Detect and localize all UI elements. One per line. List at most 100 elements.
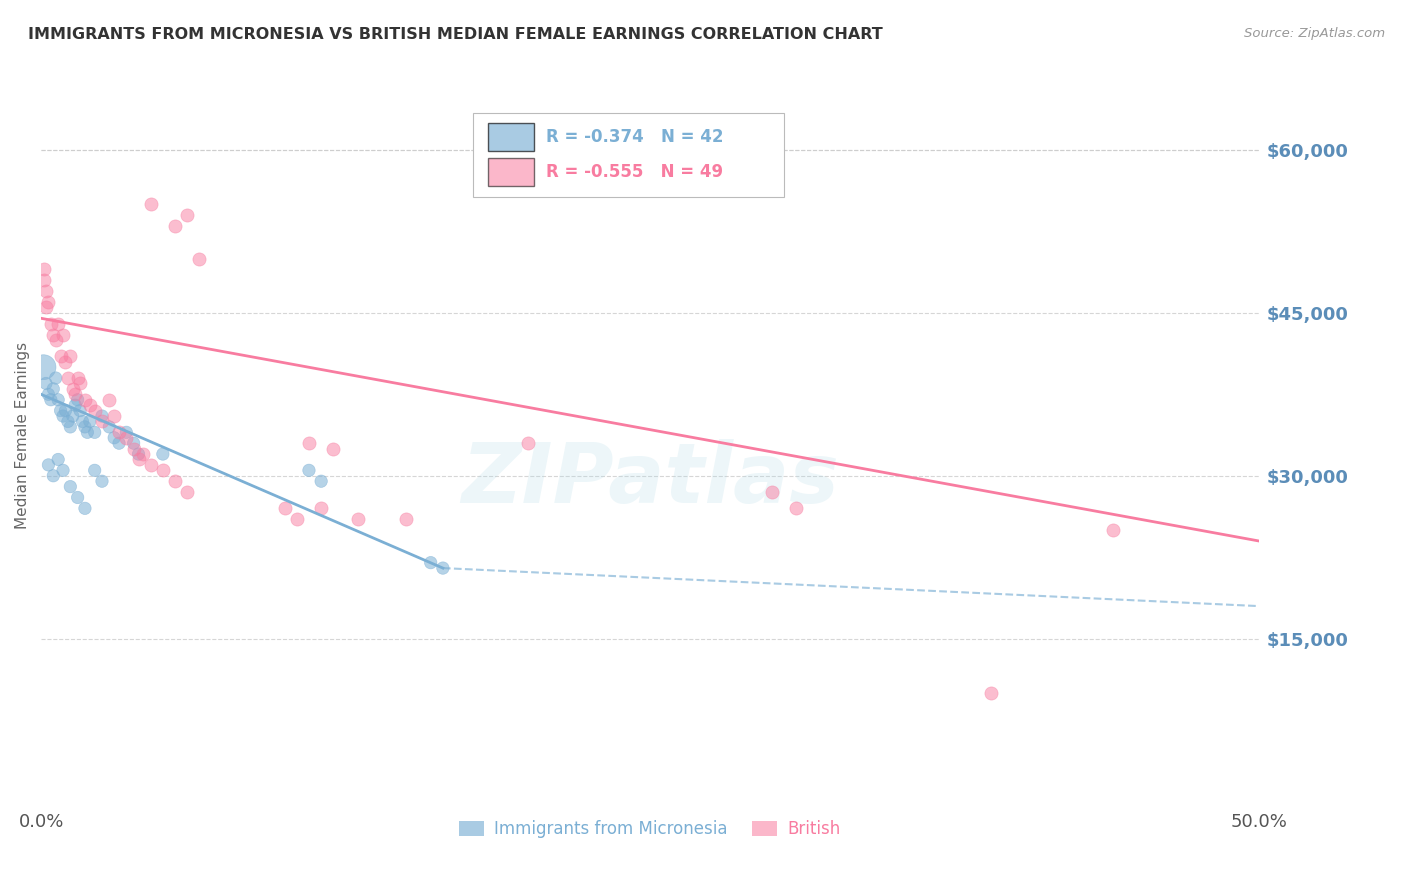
Point <box>45 333 67 347</box>
Point <box>1101 523 1123 537</box>
Point <box>395 512 418 526</box>
Point <box>42 382 65 396</box>
Point <box>103 431 125 445</box>
Point <box>517 436 540 450</box>
Point <box>59 349 82 363</box>
Point <box>63 387 86 401</box>
Point <box>73 420 96 434</box>
Point <box>66 491 89 505</box>
Point <box>45 371 67 385</box>
Point <box>322 442 344 456</box>
Point <box>346 512 368 526</box>
Point <box>98 392 121 407</box>
Point <box>39 317 62 331</box>
Point <box>69 376 91 391</box>
Point <box>59 420 82 434</box>
Point <box>103 409 125 423</box>
Point <box>42 468 65 483</box>
Point <box>79 415 101 429</box>
Point <box>122 442 145 456</box>
Point <box>46 452 69 467</box>
Point <box>91 415 114 429</box>
FancyBboxPatch shape <box>488 123 534 151</box>
Text: Source: ZipAtlas.com: Source: ZipAtlas.com <box>1244 27 1385 40</box>
Point <box>52 409 75 423</box>
Point <box>115 425 138 440</box>
Point <box>152 463 174 477</box>
Point <box>63 398 86 412</box>
Text: IMMIGRANTS FROM MICRONESIA VS BRITISH MEDIAN FEMALE EARNINGS CORRELATION CHART: IMMIGRANTS FROM MICRONESIA VS BRITISH ME… <box>28 27 883 42</box>
Point <box>91 474 114 488</box>
Point <box>139 197 162 211</box>
Point <box>122 436 145 450</box>
Point <box>72 415 94 429</box>
Point <box>176 485 198 500</box>
Point <box>52 463 75 477</box>
Point <box>273 501 295 516</box>
Point <box>128 447 150 461</box>
Point <box>39 392 62 407</box>
Point <box>73 392 96 407</box>
Point <box>419 556 441 570</box>
Legend: Immigrants from Micronesia, British: Immigrants from Micronesia, British <box>453 814 848 845</box>
Point <box>52 327 75 342</box>
Point <box>55 403 77 417</box>
Point <box>98 420 121 434</box>
Point <box>69 403 91 417</box>
Point <box>62 409 84 423</box>
Point <box>66 392 89 407</box>
Point <box>35 284 58 298</box>
Point <box>139 458 162 472</box>
Point <box>309 474 332 488</box>
Point <box>188 252 211 266</box>
Point <box>432 561 454 575</box>
Point <box>37 387 59 401</box>
Point <box>761 485 783 500</box>
Point <box>76 425 98 440</box>
Point <box>59 480 82 494</box>
Point <box>56 371 79 385</box>
Point <box>132 447 155 461</box>
FancyBboxPatch shape <box>488 158 534 186</box>
Point <box>46 392 69 407</box>
Point <box>298 463 321 477</box>
Point <box>980 686 1002 700</box>
Text: R = -0.555   N = 49: R = -0.555 N = 49 <box>547 163 724 181</box>
Point <box>79 398 101 412</box>
Point <box>55 355 77 369</box>
Point <box>83 463 105 477</box>
Point <box>42 327 65 342</box>
Point <box>56 415 79 429</box>
Text: ZIPatlas: ZIPatlas <box>461 439 839 519</box>
Point <box>32 262 55 277</box>
Point <box>37 458 59 472</box>
Point <box>35 376 58 391</box>
Point <box>49 349 72 363</box>
Point <box>163 219 186 233</box>
Point <box>66 371 89 385</box>
Point <box>35 301 58 315</box>
FancyBboxPatch shape <box>474 112 783 197</box>
Point <box>163 474 186 488</box>
Point <box>285 512 308 526</box>
Point <box>108 436 131 450</box>
Point <box>83 425 105 440</box>
Point <box>152 447 174 461</box>
Text: R = -0.374   N = 42: R = -0.374 N = 42 <box>547 128 724 145</box>
Point <box>91 409 114 423</box>
Point <box>46 317 69 331</box>
Point <box>115 431 138 445</box>
Y-axis label: Median Female Earnings: Median Female Earnings <box>15 342 30 529</box>
Point <box>83 403 105 417</box>
Point <box>37 295 59 310</box>
Point <box>49 403 72 417</box>
Point <box>176 208 198 222</box>
Point <box>298 436 321 450</box>
Point <box>128 452 150 467</box>
Point <box>785 501 807 516</box>
Point <box>309 501 332 516</box>
Point <box>73 501 96 516</box>
Point <box>108 425 131 440</box>
Point <box>62 382 84 396</box>
Point <box>32 273 55 287</box>
